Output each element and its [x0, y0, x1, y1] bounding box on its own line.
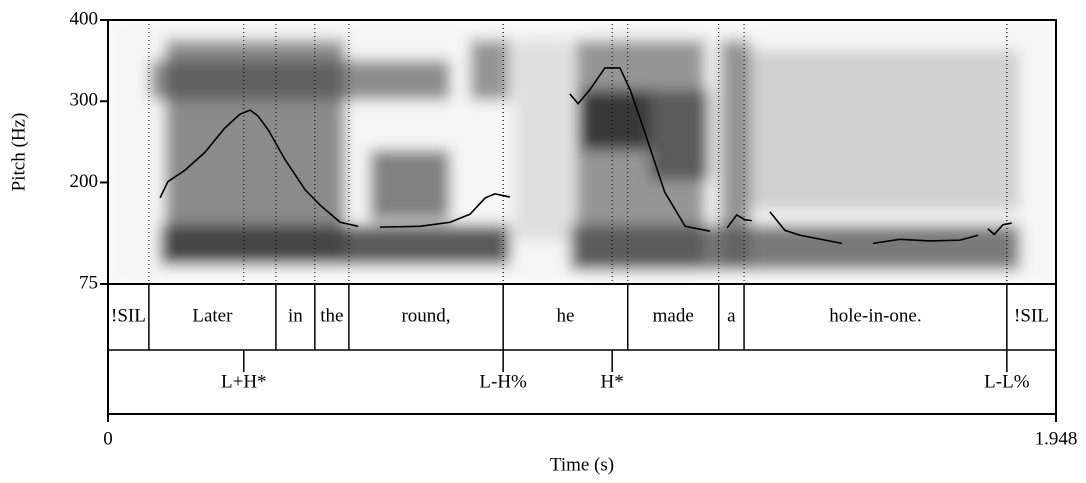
frame: [107, 19, 1057, 415]
x-axis-label: Time (s): [550, 454, 614, 475]
word-label: !SIL: [1014, 305, 1049, 326]
y-tick-label: 400: [70, 8, 99, 29]
y-axis-label: Pitch (Hz): [8, 113, 29, 192]
pitch-contour: [159, 67, 1012, 245]
word-label: the: [320, 305, 343, 326]
y-tick-label: 75: [79, 272, 98, 293]
x-tick-label: 1.948: [1035, 428, 1078, 449]
y-tick-label: 200: [70, 171, 99, 192]
word-label: a: [727, 305, 736, 326]
tone-label: L+H*: [221, 371, 267, 392]
word-label: made: [653, 305, 694, 326]
tone-label: L-L%: [984, 371, 1030, 392]
y-tick-label: 300: [70, 90, 99, 111]
word-label: hole-in-one.: [829, 305, 921, 326]
x-tick-label: 0: [103, 428, 113, 449]
tone-label: H*: [601, 371, 624, 392]
word-label: !SIL: [111, 305, 146, 326]
word-label: in: [288, 305, 303, 326]
word-label: Later: [192, 305, 233, 326]
word-label: round,: [401, 305, 450, 326]
word-label: he: [556, 305, 574, 326]
tone-label: L-H%: [479, 371, 527, 392]
spectrogram: [108, 20, 1056, 284]
